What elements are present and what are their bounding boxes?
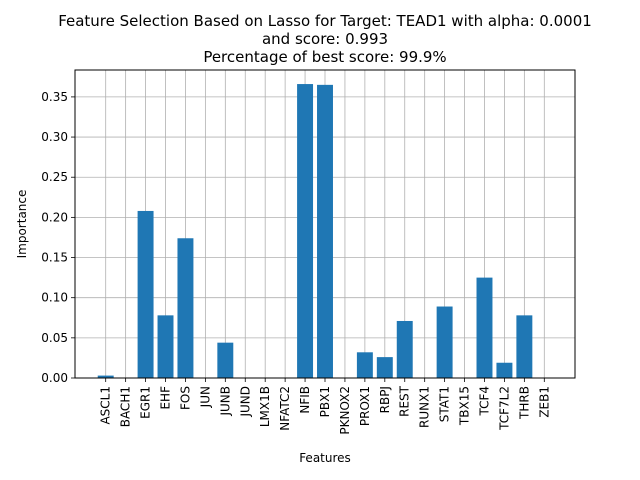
x-tick-label: BACH1 (119, 386, 133, 427)
y-tick-label: 0.00 (41, 371, 68, 385)
y-axis-ticks: 0.00 0.05 0.10 0.15 0.20 0.25 0.30 0.35 (41, 90, 75, 385)
y-tick-label: 0.35 (41, 90, 68, 104)
x-tick-label: STAT1 (438, 386, 452, 422)
bar-rbpj (376, 357, 393, 378)
x-tick-label: REST (398, 385, 412, 417)
x-tick-label: JUN (198, 386, 212, 408)
x-tick-label: PROX1 (358, 386, 372, 426)
y-tick-label: 0.20 (41, 210, 68, 224)
bar-prox1 (356, 352, 373, 378)
y-tick-label: 0.05 (41, 331, 68, 345)
x-axis-ticks: ASCL1 BACH1 EGR1 EHF FOS JUN JUNB JUND LMX1B NFAT… (99, 378, 551, 435)
bar-ehf (157, 315, 174, 378)
bar-junb (217, 342, 234, 378)
bar-tcf7l2 (496, 362, 513, 378)
bar-rest (396, 320, 413, 378)
x-tick-label: LMX1B (258, 386, 272, 427)
x-tick-label: PBX1 (318, 386, 332, 417)
bar-thrb (516, 315, 533, 378)
bar-ascl1 (97, 375, 114, 378)
y-axis-label: Importance (15, 190, 29, 259)
x-axis-label: Features (299, 451, 351, 465)
x-tick-label: ASCL1 (99, 386, 113, 425)
bars (97, 84, 533, 379)
x-tick-label: RBPJ (378, 386, 392, 413)
x-tick-label: JUNB (218, 386, 232, 417)
bar-nfib (297, 84, 314, 379)
y-tick-label: 0.15 (41, 251, 68, 265)
bar-tcf4 (476, 277, 493, 378)
x-tick-label: RUNX1 (418, 386, 432, 428)
bar-egr1 (137, 210, 154, 378)
bar-pbx1 (317, 84, 333, 379)
x-tick-label: TCF7L2 (497, 386, 511, 431)
y-tick-label: 0.25 (41, 170, 68, 184)
chart-title-line: Percentage of best score: 99.9% (203, 48, 446, 66)
x-tick-label: TCF4 (477, 386, 491, 417)
y-tick-label: 0.10 (41, 291, 68, 305)
x-tick-label: NFIB (298, 386, 312, 414)
x-tick-label: FOS (178, 386, 192, 410)
x-tick-label: EHF (159, 386, 173, 410)
chart-title: Feature Selection Based on Lasso for Tar… (58, 12, 592, 66)
x-tick-label: EGR1 (139, 386, 153, 419)
x-tick-label: THRB (517, 386, 531, 420)
chart-title-line: and score: 0.993 (262, 30, 388, 48)
x-tick-label: PKNOX2 (338, 386, 352, 435)
bar-fos (177, 238, 194, 378)
x-tick-label: JUND (238, 386, 252, 418)
x-tick-label: ZEB1 (537, 386, 551, 418)
x-tick-label: TBX15 (458, 386, 472, 426)
y-tick-label: 0.30 (41, 130, 68, 144)
x-tick-label: NFATC2 (278, 386, 292, 431)
bar-stat1 (436, 306, 453, 378)
chart-title-line: Feature Selection Based on Lasso for Tar… (58, 12, 592, 30)
